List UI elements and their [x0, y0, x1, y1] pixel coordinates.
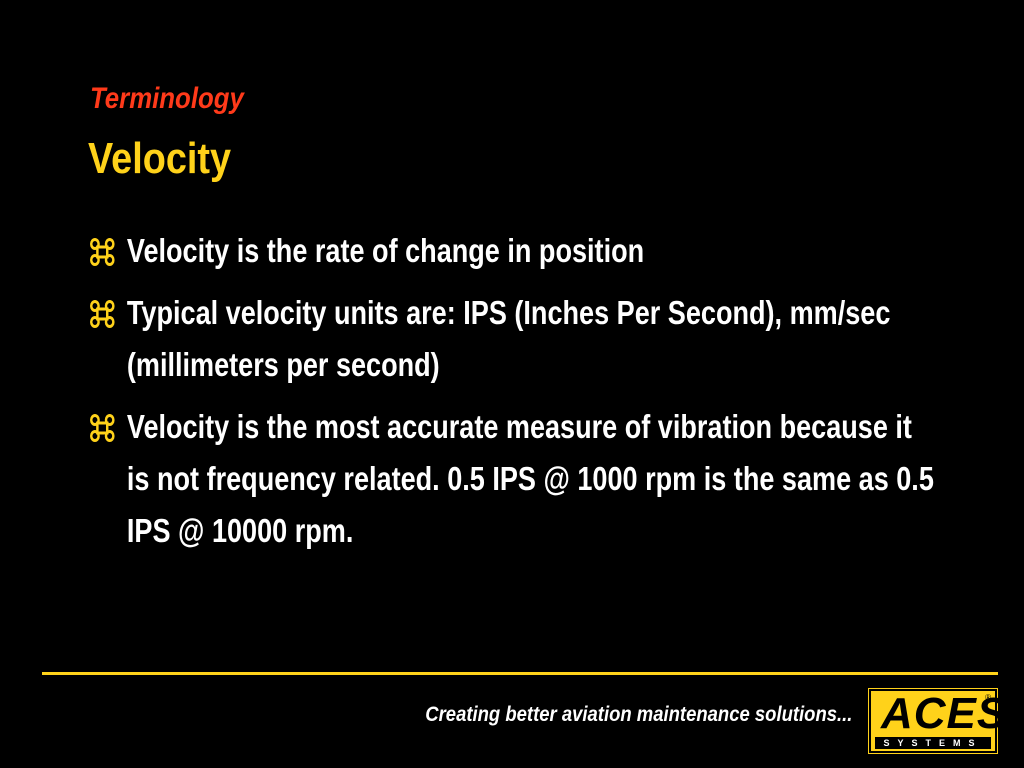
slide-title: Velocity: [88, 134, 232, 183]
bullet-text: Typical velocity units are: IPS (Inches …: [126, 294, 891, 383]
bullet-text: Velocity is the most accurate measure of…: [126, 408, 934, 549]
divider: [42, 672, 998, 675]
bullet-icon: [90, 238, 115, 266]
bullet-text: Velocity is the rate of change in positi…: [126, 232, 645, 269]
logo-name: ACES: [881, 689, 1008, 738]
logo-subtitle: SYSTEMS: [875, 737, 991, 749]
bullet: Velocity is the rate of change in positi…: [90, 225, 935, 277]
bullet: Typical velocity units are: IPS (Inches …: [90, 287, 935, 391]
bullet-icon: [90, 300, 115, 328]
bullet: Velocity is the most accurate measure of…: [90, 401, 935, 557]
bullet-list: Velocity is the rate of change in positi…: [90, 225, 935, 567]
tagline: Creating better aviation maintenance sol…: [424, 703, 852, 726]
bullet-icon: [90, 414, 115, 442]
logo-registered: ®: [985, 693, 991, 702]
logo: ACES ® SYSTEMS: [868, 688, 1006, 754]
slide-subtitle: Terminology: [90, 82, 244, 115]
